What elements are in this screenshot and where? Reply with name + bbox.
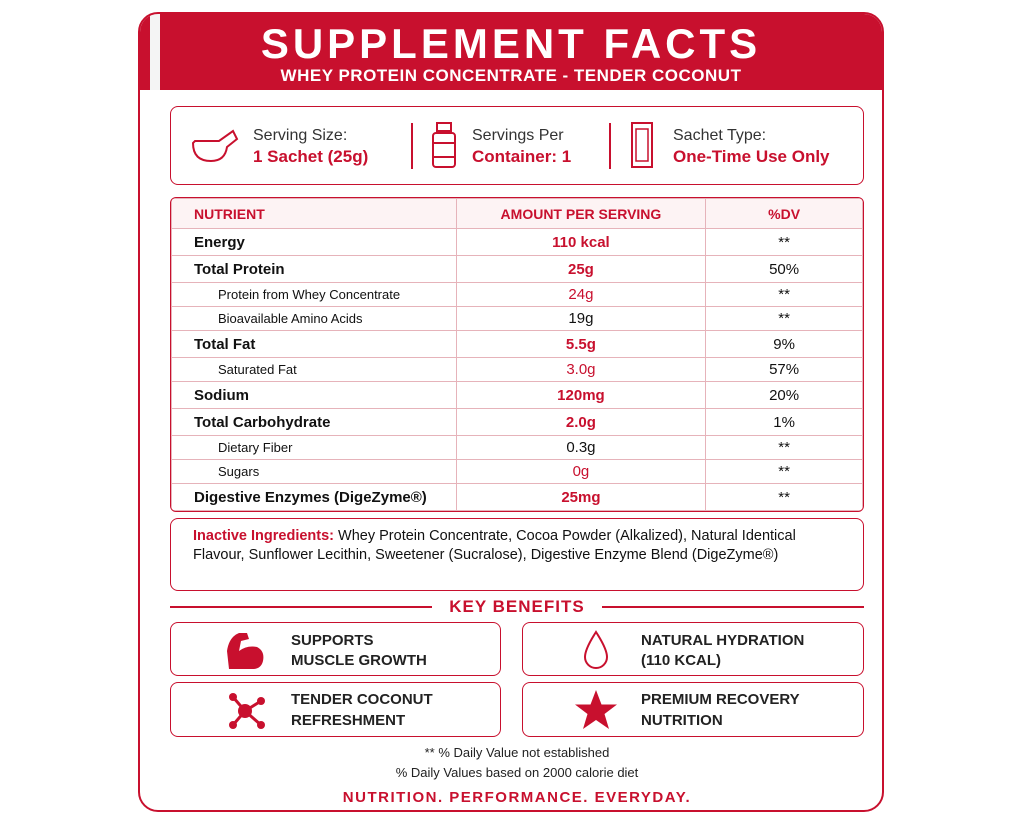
nutrient-amount: 24g: [455, 282, 707, 307]
nutrient-name: Total Carbohydrate: [171, 408, 457, 436]
nutrient-row: Sugars 0g **: [171, 459, 863, 484]
nutrient-name: Sodium: [171, 381, 457, 409]
nutrient-amount: 25mg: [455, 483, 707, 511]
nutrient-amount: 2.0g: [455, 408, 707, 436]
inactive-box: Inactive Ingredients: Whey Protein Conce…: [170, 518, 864, 591]
rule: [170, 606, 432, 608]
nutrient-dv: **: [705, 483, 863, 511]
serving-value: 1 Sachet (25g): [253, 147, 369, 166]
nutrient-amount: 110 kcal: [455, 228, 707, 256]
sachet-icon: [631, 122, 653, 168]
divider: [609, 123, 611, 169]
nutrient-row: Sodium 120mg 20%: [171, 381, 863, 409]
column-header: %DV: [705, 198, 863, 229]
container-icon: [432, 122, 456, 168]
benefit-card: NATURAL HYDRATION (110 KCAL): [522, 622, 864, 676]
benefit-line: (110 KCAL): [641, 652, 722, 669]
column-header: AMOUNT PER SERVING: [455, 198, 707, 229]
nutrient-amount: 5.5g: [455, 330, 707, 358]
serving-label: Servings Per: [472, 127, 564, 144]
benefit-line: NUTRITION: [641, 712, 723, 729]
nutrient-row: Dietary Fiber 0.3g **: [171, 435, 863, 460]
tagline: NUTRITION. PERFORMANCE. EVERYDAY.: [342, 789, 692, 806]
nutrient-dv: 9%: [705, 330, 863, 358]
column-header: NUTRIENT: [171, 198, 457, 229]
serving-value: One-Time Use Only: [673, 147, 830, 166]
inactive-label: Inactive Ingredients:: [193, 528, 335, 544]
nutrient-amount: 19g: [455, 306, 707, 331]
serving-label: Sachet Type:: [673, 127, 767, 144]
benefit-line: PREMIUM RECOVERY: [641, 691, 800, 708]
star-icon: [575, 690, 617, 729]
footnote: ** % Daily Value not established: [424, 745, 610, 760]
benefits-title: KEY BENEFITS: [449, 597, 585, 616]
nutrient-row: Bioavailable Amino Acids 19g **: [171, 306, 863, 331]
benefit-card: TENDER COCONUT REFRESHMENT: [170, 682, 501, 737]
nutrient-amount: 25g: [455, 255, 707, 283]
benefit-line: SUPPORTS: [291, 632, 374, 649]
nutrient-name: Bioavailable Amino Acids: [171, 306, 457, 331]
molecule-icon: [229, 693, 265, 729]
nutrient-name: Saturated Fat: [171, 357, 457, 382]
nutrient-table: NUTRIENT AMOUNT PER SERVING %DV Energy 11…: [171, 198, 863, 511]
title: SUPPLEMENT FACTS: [260, 20, 762, 67]
header-row: NUTRIENT AMOUNT PER SERVING %DV: [171, 198, 863, 229]
nutrient-amount: 3.0g: [455, 357, 707, 382]
nutrient-dv: 20%: [705, 381, 863, 409]
nutrient-amount: 0.3g: [455, 435, 707, 460]
benefit-card: PREMIUM RECOVERY NUTRITION: [522, 682, 864, 737]
footnote: % Daily Values based on 2000 calorie die…: [395, 765, 639, 780]
inactive-text: Whey Protein Concentrate, Cocoa Powder (…: [193, 528, 796, 563]
serving-label: Serving Size:: [253, 127, 348, 144]
serving-value: Container: 1: [472, 147, 572, 166]
nutrient-name: Total Fat: [171, 330, 457, 358]
nutrient-row: Total Fat 5.5g 9%: [171, 330, 863, 358]
benefit-card: SUPPORTS MUSCLE GROWTH: [170, 622, 501, 676]
benefit-line: NATURAL HYDRATION: [641, 632, 805, 649]
nutrient-row: Total Protein 25g 50%: [171, 255, 863, 283]
nutrient-name: Total Protein: [171, 255, 457, 283]
nutrient-dv: **: [705, 459, 863, 484]
drop-icon: [583, 630, 609, 669]
nutrient-row: Total Carbohydrate 2.0g 1%: [171, 408, 863, 436]
nutrient-name: Dietary Fiber: [171, 435, 457, 460]
nutrient-dv: **: [705, 228, 863, 256]
scoop-icon: [191, 129, 239, 163]
nutrient-row: Digestive Enzymes (DigeZyme®) 25mg **: [171, 483, 863, 511]
nutrient-row: Energy 110 kcal **: [171, 228, 863, 256]
nutrient-row: Protein from Whey Concentrate 24g **: [171, 282, 863, 307]
nutrient-name: Protein from Whey Concentrate: [171, 282, 457, 307]
nutrient-name: Energy: [171, 228, 457, 256]
nutrient-amount: 0g: [455, 459, 707, 484]
benefit-line: REFRESHMENT: [291, 712, 406, 729]
nutrient-name: Sugars: [171, 459, 457, 484]
subtitle: WHEY PROTEIN CONCENTRATE - TENDER COCONU…: [280, 66, 742, 85]
nutrient-dv: **: [705, 282, 863, 307]
nutrient-row: Saturated Fat 3.0g 57%: [171, 357, 863, 382]
muscle-icon: [227, 633, 264, 669]
nutrient-dv: **: [705, 306, 863, 331]
divider: [411, 123, 413, 169]
nutrient-dv: 50%: [705, 255, 863, 283]
header-band: [140, 14, 882, 90]
nutrient-amount: 120mg: [455, 381, 707, 409]
nutrient-table-frame: NUTRIENT AMOUNT PER SERVING %DV Energy 11…: [170, 197, 864, 512]
benefit-line: MUSCLE GROWTH: [291, 652, 427, 669]
side-stripe: [150, 14, 160, 90]
nutrient-dv: 57%: [705, 357, 863, 382]
nutrient-dv: **: [705, 435, 863, 460]
nutrient-name: Digestive Enzymes (DigeZyme®): [171, 483, 457, 511]
serving-box: Serving Size: 1 Sachet (25g) Servings Pe…: [170, 106, 864, 185]
nutrient-dv: 1%: [705, 408, 863, 436]
rule: [602, 606, 864, 608]
benefit-line: TENDER COCONUT: [291, 691, 433, 708]
